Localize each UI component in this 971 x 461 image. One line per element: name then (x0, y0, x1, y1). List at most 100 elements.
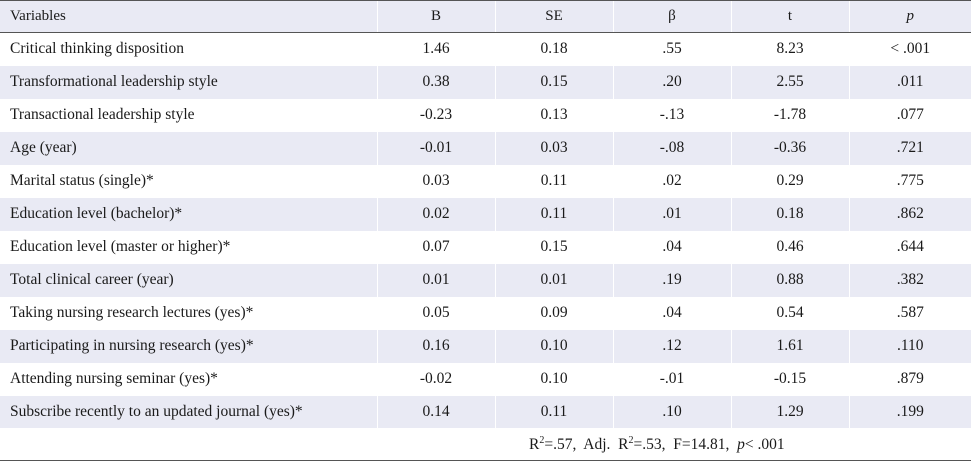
cell-p: .721 (848, 131, 971, 165)
cell-se: 0.15 (494, 230, 613, 264)
cell-p: .862 (848, 197, 971, 231)
cell-p: .199 (848, 395, 971, 429)
header-p: p (848, 0, 971, 33)
table-row: Participating in nursing research (yes)*… (0, 329, 971, 363)
cell-b: -0.02 (376, 362, 495, 396)
cell-t: -1.78 (730, 98, 849, 132)
cell-p: .587 (848, 296, 971, 330)
r2-value: =.57, (544, 435, 577, 453)
cell-se: 0.10 (494, 329, 613, 363)
f-statistic: F=14.81, (673, 435, 730, 453)
table-row: Attending nursing seminar (yes)* -0.02 0.1… (0, 362, 971, 396)
cell-beta: -.08 (612, 131, 731, 165)
cell-t: 8.23 (730, 32, 849, 66)
p-label: p (737, 435, 745, 453)
cell-t: -0.15 (730, 362, 849, 396)
cell-t: 1.61 (730, 329, 849, 363)
cell-p: .879 (848, 362, 971, 396)
cell-variable: Attending nursing seminar (yes)* (10, 370, 218, 387)
cell-beta: .04 (612, 230, 731, 264)
adj-r2-sup: 2 (628, 434, 634, 446)
cell-variable: Taking nursing research lectures (yes)* (10, 304, 254, 321)
cell-p: .110 (848, 329, 971, 363)
cell-variable: Participating in nursing research (yes)* (10, 337, 254, 354)
adj-label: Adj. (583, 435, 611, 453)
header-variables: Variables (0, 0, 377, 33)
p-value: < .001 (744, 435, 785, 453)
cell-variable: Education level (bachelor)* (10, 205, 183, 222)
header-b: B (376, 0, 495, 33)
cell-se: 0.11 (494, 197, 613, 231)
cell-beta: .19 (612, 263, 731, 297)
cell-t: 0.29 (730, 164, 849, 198)
cell-t: 2.55 (730, 65, 849, 99)
cell-b: 0.02 (376, 197, 495, 231)
cell-t: 0.88 (730, 263, 849, 297)
cell-p: .775 (848, 164, 971, 198)
table-row: Transformational leadership style 0.38 0.1… (0, 65, 971, 99)
cell-b: -0.01 (376, 131, 495, 165)
r2-label: R (529, 435, 540, 453)
table-row: Taking nursing research lectures (yes)* 0… (0, 296, 971, 330)
table-row: Education level (bachelor)* 0.02 0.11.01 0.… (0, 197, 971, 231)
table-row: Critical thinking disposition 1.46 0.18.55… (0, 32, 971, 66)
adj-r2-value: =.53, (633, 435, 666, 453)
header-t: t (730, 0, 849, 33)
cell-t: 0.18 (730, 197, 849, 231)
cell-se: 0.15 (494, 65, 613, 99)
cell-se: 0.11 (494, 395, 613, 429)
model-fit-cell: R2=.57, Adj. R2=.53, F=14.81, p< .001 (0, 428, 971, 461)
cell-p: .077 (848, 98, 971, 132)
header-se: SE (494, 0, 613, 33)
adj-r-label: R (618, 435, 629, 453)
cell-p: .644 (848, 230, 971, 264)
cell-se: 0.18 (494, 32, 613, 66)
model-fit-row: R2=.57, Adj. R2=.53, F=14.81, p< .001 (0, 428, 971, 461)
cell-variable: Critical thinking disposition (10, 40, 184, 58)
cell-se: 0.03 (494, 131, 613, 165)
cell-variable: Total clinical career (year) (10, 271, 174, 288)
table-body: Critical thinking disposition 1.46 0.18.55… (0, 32, 971, 429)
header-row: Variables B SE β t p (0, 0, 971, 33)
cell-b: 0.38 (376, 65, 495, 99)
cell-p: .011 (848, 65, 971, 99)
cell-beta: .01 (612, 197, 731, 231)
cell-variable: Age (year) (10, 139, 77, 156)
cell-beta: .04 (612, 296, 731, 330)
header-beta: β (612, 0, 731, 33)
cell-b: 0.14 (376, 395, 495, 429)
cell-se: 0.01 (494, 263, 613, 297)
cell-beta: .55 (612, 32, 731, 66)
cell-b: 0.07 (376, 230, 495, 264)
cell-beta: -.01 (612, 362, 731, 396)
cell-beta: .02 (612, 164, 731, 198)
cell-b: 0.03 (376, 164, 495, 198)
cell-t: 0.46 (730, 230, 849, 264)
cell-variable: Marital status (single)* (10, 172, 154, 189)
r2-sup: 2 (539, 434, 545, 446)
cell-se: 0.13 (494, 98, 613, 132)
cell-beta: .20 (612, 65, 731, 99)
cell-variable: Transformational leadership style (10, 73, 218, 90)
cell-p: .382 (848, 263, 971, 297)
cell-beta: .10 (612, 395, 731, 429)
cell-variable: Education level (master or higher)* (10, 238, 231, 255)
cell-b: -0.23 (376, 98, 495, 132)
cell-p: < .001 (848, 32, 971, 66)
cell-b: 0.01 (376, 263, 495, 297)
cell-b: 1.46 (376, 32, 495, 66)
cell-b: 0.05 (376, 296, 495, 330)
cell-se: 0.11 (494, 164, 613, 198)
table-row: Total clinical career (year) 0.01 0.01.19 0… (0, 263, 971, 297)
cell-variable: Transactional leadership style (10, 106, 195, 123)
table-row: Subscribe recently to an updated journal… (0, 395, 971, 429)
cell-se: 0.09 (494, 296, 613, 330)
cell-beta: -.13 (612, 98, 731, 132)
cell-t: 1.29 (730, 395, 849, 429)
table-row: Age (year) -0.01 0.03 -.08 -0.36.721 (0, 131, 971, 165)
cell-b: 0.16 (376, 329, 495, 363)
cell-beta: .12 (612, 329, 731, 363)
cell-t: -0.36 (730, 131, 849, 165)
cell-variable: Subscribe recently to an updated journal… (10, 402, 303, 420)
